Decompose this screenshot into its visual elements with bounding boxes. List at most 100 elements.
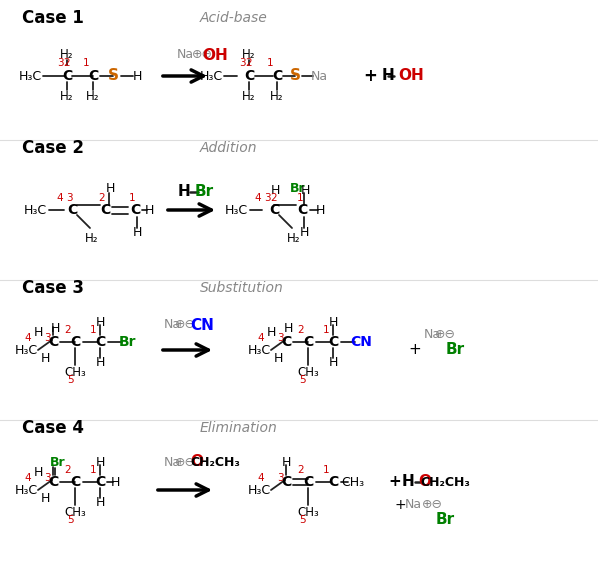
Text: H₂: H₂ [60, 49, 74, 61]
Text: Na: Na [176, 49, 194, 61]
Text: H: H [273, 351, 283, 364]
Text: 2: 2 [99, 193, 105, 203]
Text: H: H [132, 226, 142, 239]
Text: H: H [144, 204, 154, 217]
Text: 4: 4 [57, 193, 63, 203]
Text: H: H [132, 69, 142, 82]
Text: H: H [382, 68, 395, 83]
Text: C: C [100, 203, 110, 217]
Text: H: H [95, 496, 105, 509]
Text: Br: Br [446, 342, 465, 358]
Text: H: H [281, 456, 291, 469]
Text: H₃C: H₃C [248, 343, 271, 356]
Text: 1: 1 [83, 58, 89, 68]
Text: 2: 2 [298, 465, 304, 475]
Text: Addition: Addition [200, 141, 258, 155]
Text: Br: Br [119, 335, 137, 349]
Text: O: O [191, 455, 203, 469]
Text: H₃C: H₃C [15, 483, 38, 496]
Text: OH: OH [202, 47, 228, 63]
Text: S: S [108, 68, 118, 83]
Text: C: C [297, 203, 307, 217]
Text: CH₃: CH₃ [341, 475, 365, 488]
Text: H: H [266, 325, 276, 338]
Text: Br: Br [435, 513, 454, 527]
Text: C: C [62, 69, 72, 83]
Text: +: + [394, 498, 406, 512]
Text: CH₃: CH₃ [297, 505, 319, 518]
Text: H: H [110, 475, 120, 488]
Text: 1: 1 [323, 325, 329, 335]
Text: 5: 5 [67, 375, 74, 385]
Text: Br: Br [50, 456, 66, 469]
Text: H₂: H₂ [86, 231, 99, 245]
Text: 3: 3 [277, 473, 283, 483]
Text: 3: 3 [264, 193, 270, 203]
Text: CH₃: CH₃ [297, 365, 319, 378]
Text: S: S [289, 68, 301, 83]
Text: H₃C: H₃C [24, 204, 47, 217]
Text: CN: CN [190, 318, 214, 333]
Text: H: H [300, 226, 309, 239]
Text: ⊕⊖: ⊕⊖ [422, 499, 443, 512]
Text: C: C [303, 335, 313, 349]
Text: 1: 1 [90, 465, 96, 475]
Text: H: H [40, 491, 50, 505]
Text: H: H [270, 183, 280, 196]
Text: C: C [88, 69, 98, 83]
Text: H: H [178, 184, 190, 200]
Text: H: H [105, 182, 115, 195]
Text: Na: Na [404, 499, 422, 512]
Text: CH₂CH₃: CH₂CH₃ [420, 475, 470, 488]
Text: H: H [33, 325, 42, 338]
Text: 2: 2 [64, 58, 71, 68]
Text: C: C [95, 475, 105, 489]
Text: H₂: H₂ [242, 49, 256, 61]
Text: H₂: H₂ [270, 90, 283, 104]
Text: 1: 1 [323, 465, 329, 475]
Text: C: C [70, 475, 80, 489]
Text: +: + [389, 474, 401, 490]
Text: H: H [328, 315, 338, 328]
Text: CH₃: CH₃ [64, 505, 86, 518]
Text: 3: 3 [44, 333, 50, 343]
Text: H: H [315, 204, 325, 217]
Text: H₂: H₂ [242, 90, 256, 104]
Text: Acid-base: Acid-base [200, 11, 268, 25]
Text: Case 4: Case 4 [22, 419, 84, 437]
Text: C: C [244, 69, 254, 83]
Text: 4: 4 [258, 473, 264, 483]
Text: ⊕⊖: ⊕⊖ [175, 456, 196, 469]
Text: +: + [363, 67, 377, 85]
Text: 3: 3 [44, 473, 50, 483]
Text: H: H [300, 183, 310, 196]
Text: +: + [408, 342, 422, 358]
Text: H: H [328, 355, 338, 368]
Text: Case 2: Case 2 [22, 139, 84, 157]
Text: 4: 4 [255, 193, 261, 203]
Text: Substitution: Substitution [200, 281, 283, 295]
Text: H: H [402, 474, 414, 490]
Text: Na: Na [163, 456, 181, 469]
Text: C: C [272, 69, 282, 83]
Text: H₂: H₂ [86, 90, 100, 104]
Text: Br: Br [290, 182, 306, 195]
Text: H: H [40, 351, 50, 364]
Text: OH: OH [398, 68, 424, 83]
Text: C: C [70, 335, 80, 349]
Text: H: H [95, 355, 105, 368]
Text: H₃C: H₃C [15, 343, 38, 356]
Text: H: H [95, 456, 105, 469]
Text: 4: 4 [25, 473, 31, 483]
Text: 2: 2 [271, 193, 277, 203]
Text: H₃C: H₃C [19, 69, 42, 82]
Text: C: C [328, 335, 338, 349]
Text: H₃C: H₃C [225, 204, 248, 217]
Text: C: C [269, 203, 279, 217]
Text: Case 3: Case 3 [22, 279, 84, 297]
Text: Br: Br [194, 184, 213, 200]
Text: C: C [303, 475, 313, 489]
Text: C: C [95, 335, 105, 349]
Text: H: H [283, 321, 292, 334]
Text: 3: 3 [277, 333, 283, 343]
